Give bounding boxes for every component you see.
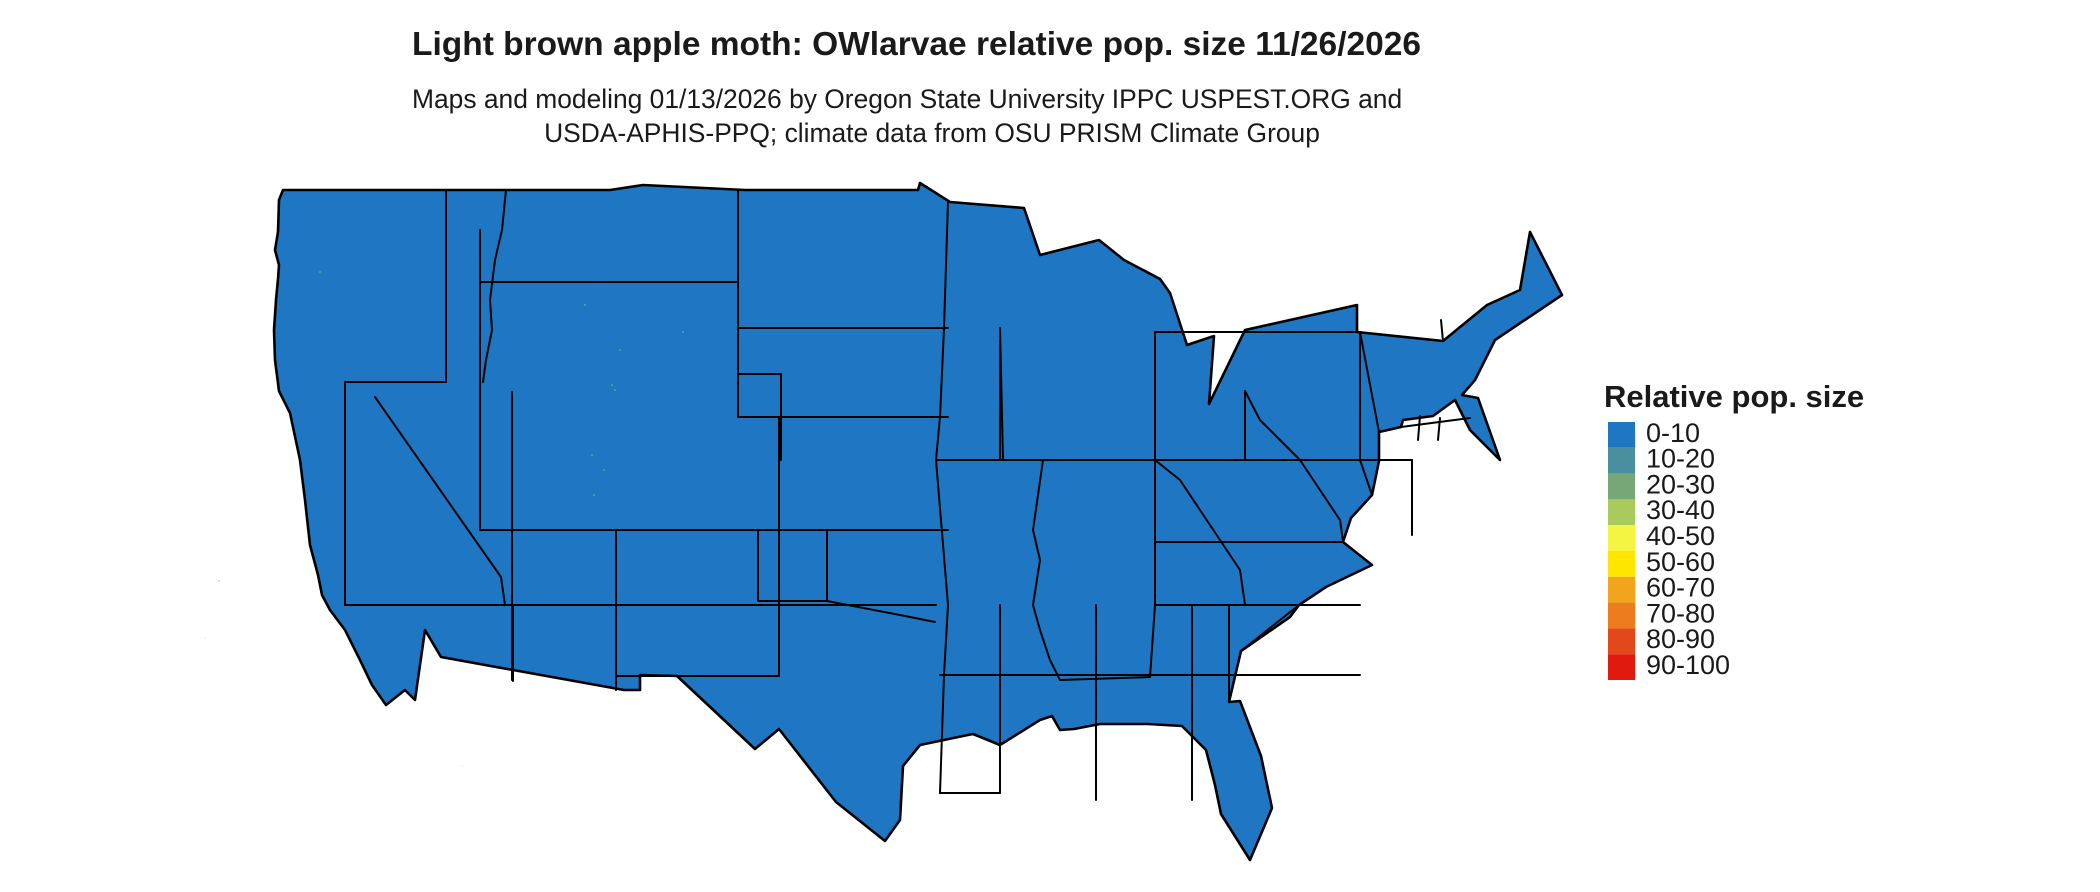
svg-text:90-100: 90-100 bbox=[1646, 650, 1730, 680]
svg-text:Relative pop. size: Relative pop. size bbox=[1604, 379, 1864, 414]
